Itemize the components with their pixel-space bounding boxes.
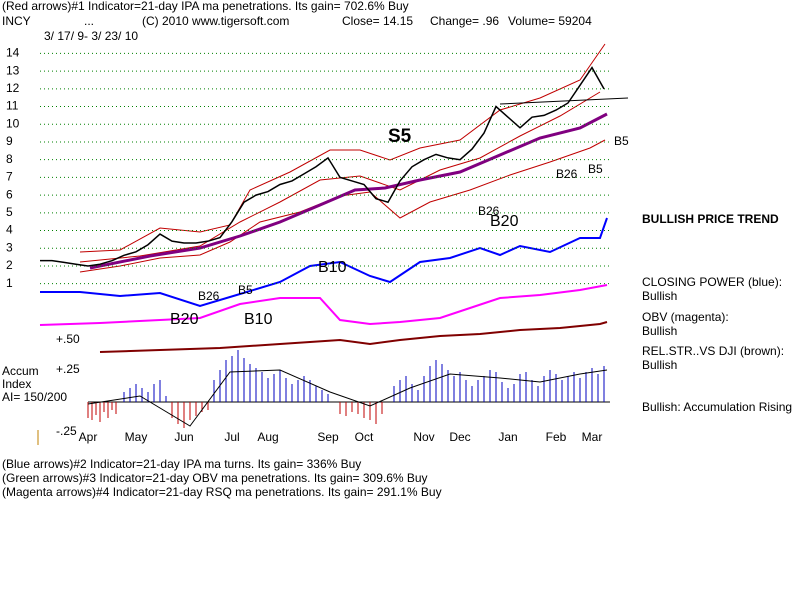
x-tick-label: Jan [498, 430, 517, 444]
x-tick-label: Mar [582, 430, 603, 444]
annotation: B5 [238, 283, 253, 297]
annotation: B10 [244, 311, 273, 328]
price-line [40, 66, 605, 267]
x-tick-label: Oct [355, 430, 374, 444]
y-tick-label: 4 [6, 223, 13, 237]
x-tick-label: Jul [224, 430, 239, 444]
panel-label: CLOSING POWER (blue): [642, 275, 782, 289]
x-tick-label: Jun [174, 430, 193, 444]
accum-tick-label: +.50 [56, 332, 80, 346]
panel-label: REL.STR..VS DJI (brown): [642, 344, 784, 358]
annotation: B20 [170, 311, 199, 328]
panel-label: Bullish [642, 289, 677, 303]
x-tick-label: May [125, 430, 148, 444]
y-tick-label: 2 [6, 258, 13, 272]
close: Close= 14.15 [342, 14, 413, 28]
moving-average [89, 112, 608, 270]
annotation: B26 [478, 204, 500, 218]
y-tick-label: 7 [6, 170, 13, 184]
change: Change= .96 [430, 14, 499, 28]
panel-label: Bullish: Accumulation Rising [642, 400, 792, 414]
lower-band [79, 139, 606, 273]
chart-title: (Red arrows)#1 Indicator=21-day IPA ma p… [2, 0, 409, 13]
footer-line: (Magenta arrows)#4 Indicator=21-day RSQ … [2, 485, 442, 499]
accum-histogram [87, 350, 610, 428]
annotation: B10 [318, 259, 347, 276]
annotation: S5 [388, 126, 412, 147]
footer-line: (Green arrows)#3 Indicator=21-day OBV ma… [2, 471, 428, 485]
symbol: INCY [2, 14, 31, 28]
x-tick-label: Dec [449, 430, 470, 444]
accum-tick-label: -.25 [56, 424, 77, 438]
annotation: B5 [614, 134, 629, 148]
y-tick-label: 10 [6, 116, 20, 130]
annotation: B26 [556, 167, 578, 181]
obv [39, 284, 608, 326]
y-tick-label: 11 [6, 99, 19, 113]
y-tick-label: 5 [6, 205, 13, 219]
rel-strength [99, 321, 608, 353]
y-tick-label: 3 [6, 240, 13, 254]
x-tick-label: Feb [546, 430, 567, 444]
x-tick-label: Sep [317, 430, 339, 444]
date-range: 3/ 17/ 9- 3/ 23/ 10 [44, 29, 138, 43]
panel-label: OBV (magenta): [642, 310, 729, 324]
resistance-line [499, 97, 629, 105]
dots: ... [84, 14, 94, 28]
y-tick-label: 8 [6, 152, 13, 166]
accum-label: Index [2, 377, 31, 391]
footer-line: (Blue arrows)#2 Indicator=21-day IPA ma … [2, 457, 361, 471]
annotation: B20 [490, 213, 519, 230]
upper-band [79, 43, 606, 253]
panel-label: Bullish [642, 358, 677, 372]
y-tick-label: 6 [6, 187, 13, 201]
annotation: B26 [198, 289, 220, 303]
closing-power [40, 217, 608, 308]
x-tick-label: Nov [413, 430, 434, 444]
accum-label: Accum [2, 364, 39, 378]
x-tick-label: Apr [79, 430, 98, 444]
accum-label: AI= 150/200 [2, 390, 67, 404]
panel-label: BULLISH PRICE TREND [642, 212, 779, 226]
copyright: (C) 2010 www.tigersoft.com [142, 14, 289, 28]
y-tick-label: 14 [6, 46, 20, 60]
y-tick-label: 1 [6, 276, 13, 290]
y-tick-label: 13 [6, 63, 20, 77]
accum-tick-label: +.25 [56, 362, 80, 376]
annotation: B5 [588, 162, 603, 176]
inner-band [79, 91, 601, 263]
panel-label: Bullish [642, 324, 677, 338]
y-tick-label: 9 [6, 134, 13, 148]
x-tick-label: Aug [257, 430, 278, 444]
y-tick-label: 12 [6, 81, 20, 95]
volume: Volume= 59204 [508, 14, 592, 28]
